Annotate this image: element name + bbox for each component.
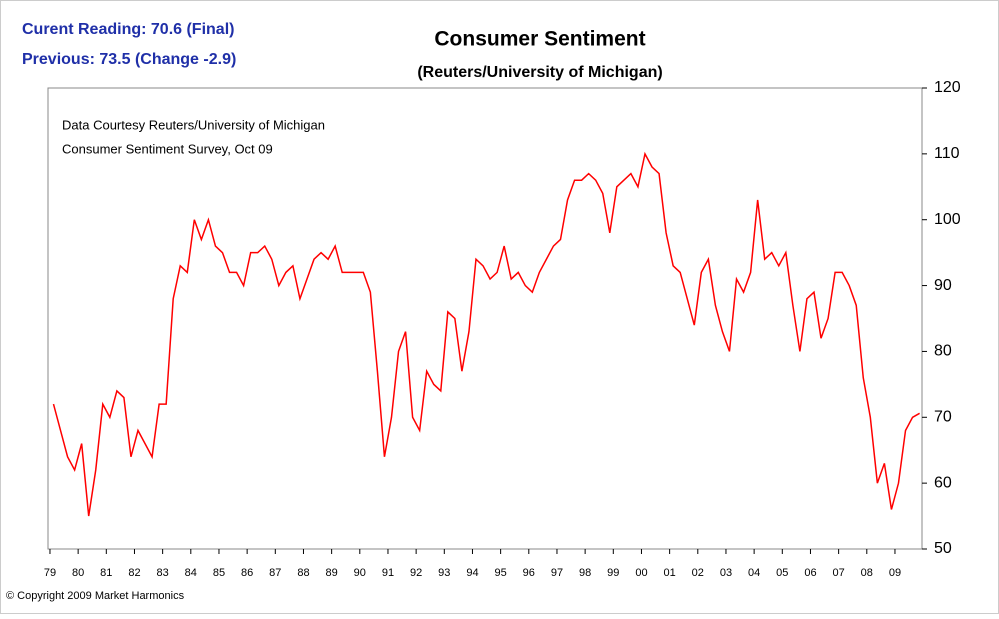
x-tick-label: 82 — [128, 567, 140, 579]
x-tick-label: 02 — [692, 567, 704, 579]
chart-title: Consumer Sentiment — [434, 28, 645, 51]
x-tick-label: 86 — [241, 567, 253, 579]
x-tick-label: 04 — [748, 567, 760, 579]
x-tick-label: 81 — [100, 567, 112, 579]
plot-area — [47, 87, 923, 550]
x-tick-label: 97 — [551, 567, 563, 579]
x-tick-label: 08 — [861, 567, 873, 579]
y-tick-label: 60 — [934, 474, 952, 491]
x-tick-label: 88 — [297, 567, 309, 579]
x-tick-label: 95 — [495, 567, 507, 579]
x-tick-label: 99 — [607, 567, 619, 579]
y-tick-label: 50 — [934, 540, 952, 557]
x-tick-label: 80 — [72, 567, 84, 579]
x-tick-label: 96 — [523, 567, 535, 579]
y-tick-label: 80 — [934, 343, 952, 360]
x-tick-label: 00 — [635, 567, 647, 579]
x-tick-label: 90 — [354, 567, 366, 579]
previous-reading: Previous: 73.5 (Change -2.9) — [22, 51, 236, 68]
x-tick-label: 93 — [438, 567, 450, 579]
y-tick-label: 120 — [934, 79, 961, 96]
y-tick-label: 100 — [934, 211, 961, 228]
x-tick-label: 98 — [579, 567, 591, 579]
x-tick-label: 07 — [833, 567, 845, 579]
x-tick-label: 01 — [664, 567, 676, 579]
x-tick-label: 89 — [326, 567, 338, 579]
x-tick-label: 94 — [466, 567, 478, 579]
annotation: Consumer Sentiment Survey, Oct 09 — [62, 141, 273, 156]
x-tick-label: 83 — [157, 567, 169, 579]
x-tick-label: 06 — [804, 567, 816, 579]
annotation: Data Courtesy Reuters/University of Mich… — [62, 117, 325, 132]
copyright: © Copyright 2009 Market Harmonics — [6, 590, 185, 602]
y-tick-label: 110 — [934, 145, 960, 162]
x-tick-label: 79 — [44, 567, 56, 579]
chart-subtitle: (Reuters/University of Michigan) — [417, 64, 662, 81]
x-tick-label: 03 — [720, 567, 732, 579]
x-tick-label: 92 — [410, 567, 422, 579]
y-tick-label: 70 — [934, 409, 952, 426]
x-tick-label: 05 — [776, 567, 788, 579]
x-tick-label: 87 — [269, 567, 281, 579]
x-tick-label: 85 — [213, 567, 225, 579]
x-tick-label: 91 — [382, 567, 394, 579]
y-tick-label: 90 — [934, 277, 952, 294]
sentiment-line — [52, 151, 920, 517]
current-reading: Curent Reading: 70.6 (Final) — [22, 21, 234, 38]
x-tick-label: 84 — [185, 567, 197, 579]
x-tick-label: 09 — [889, 567, 901, 579]
